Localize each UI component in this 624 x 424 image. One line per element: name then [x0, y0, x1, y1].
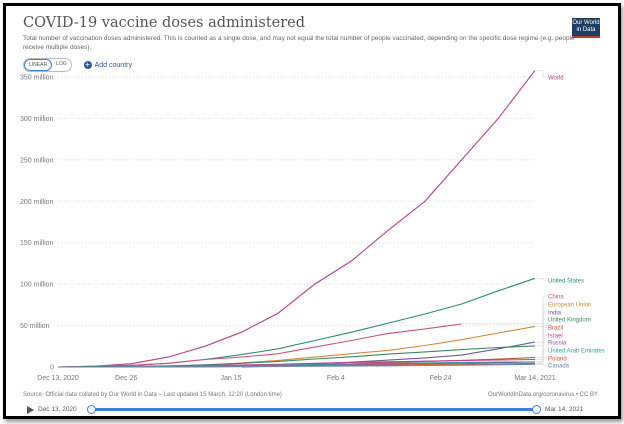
add-country-button[interactable]: + Add country — [83, 60, 132, 69]
series-label: Poland — [548, 356, 567, 362]
chart-title: COVID-19 vaccine doses administered — [23, 15, 306, 31]
timeline-end-handle[interactable] — [532, 405, 541, 414]
y-tick-label: 350 million — [20, 75, 54, 82]
series-label: United States — [548, 278, 584, 284]
series-line-united-states — [57, 277, 536, 368]
label-leader-line — [536, 349, 547, 363]
x-tick-label: Jan 15 — [220, 375, 241, 382]
timeline-start-handle[interactable] — [87, 405, 96, 414]
series-label: India — [548, 310, 562, 316]
timeline-slider[interactable] — [87, 405, 541, 414]
series-label: Russia — [548, 340, 567, 346]
series-label: China — [548, 294, 564, 300]
x-tick-label: Feb 24 — [430, 375, 452, 382]
series-label: United Arab Emirates — [548, 348, 605, 354]
series-label: Brazil — [548, 325, 563, 331]
timeline-end-label: Mar 14, 2021 — [545, 406, 584, 413]
series-line-world — [57, 70, 536, 368]
label-leader-line — [462, 295, 547, 325]
chart-subtitle: Total number of vaccination doses admini… — [23, 35, 575, 51]
owid-logo[interactable]: Our World in Data — [572, 18, 600, 38]
label-leader-line — [536, 70, 547, 78]
chart-card: COVID-19 vaccine doses administered Tota… — [3, 3, 621, 419]
label-leader-line — [536, 341, 547, 363]
y-tick-label: 250 million — [20, 157, 54, 164]
series-label: World — [548, 75, 564, 81]
y-tick-label: 0 — [50, 365, 54, 372]
play-icon[interactable] — [27, 406, 34, 414]
log-scale-button[interactable]: LOG — [56, 61, 67, 67]
linear-scale-button[interactable]: LINEAR — [24, 59, 53, 71]
add-country-label: Add country — [94, 61, 132, 69]
series-label: United Kingdom — [548, 317, 591, 323]
plus-circle-icon: + — [83, 60, 92, 69]
series-label: Canada — [548, 363, 570, 369]
timeline: Dec 13, 2020 Mar 14, 2021 — [23, 404, 608, 416]
series-line-china — [57, 323, 462, 368]
x-tick-label: Dec 26 — [115, 375, 137, 382]
y-tick-label: 50 million — [20, 323, 50, 330]
x-tick-label: Mar 14, 2021 — [514, 375, 555, 382]
label-leader-line — [536, 303, 547, 327]
label-leader-line — [536, 364, 547, 366]
x-tick-label: Feb 4 — [327, 375, 345, 382]
y-tick-label: 200 million — [20, 199, 54, 206]
credit-link[interactable]: OurWorldInData.org/coronavirus • CC BY — [487, 392, 598, 398]
chart-controls: LINEAR LOG + Add country — [23, 58, 132, 72]
series-label: European Union — [548, 302, 591, 308]
timeline-start-label: Dec 13, 2020 — [38, 406, 77, 413]
y-tick-label: 300 million — [20, 116, 54, 123]
y-tick-label: 100 million — [20, 282, 54, 289]
x-tick-label: Dec 13, 2020 — [37, 375, 79, 382]
label-leader-line — [536, 334, 547, 360]
scale-toggle: LINEAR LOG — [23, 58, 72, 72]
y-tick-label: 150 million — [20, 240, 54, 247]
series-label: Israel — [548, 333, 563, 339]
label-leader-line — [536, 357, 547, 364]
source-note: Source: Official data collated by Our Wo… — [23, 392, 282, 398]
label-leader-line — [536, 278, 547, 281]
series-line-canada — [58, 363, 536, 368]
